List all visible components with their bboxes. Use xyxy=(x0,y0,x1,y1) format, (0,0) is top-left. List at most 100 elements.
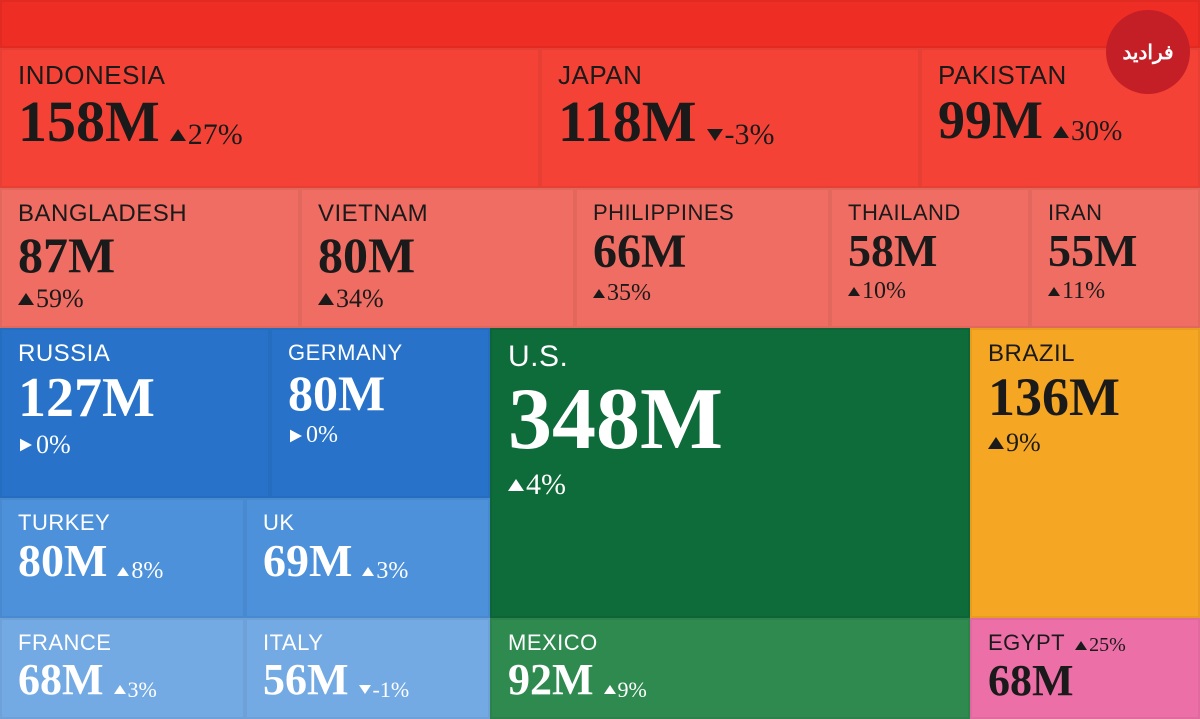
value-label: 58M xyxy=(848,228,1012,274)
cell-iran: IRAN55M 11% xyxy=(1030,188,1200,328)
cell-thailand: THAILAND58M 10% xyxy=(830,188,1030,328)
pct-text: -3% xyxy=(725,118,775,152)
population-treemap: INDONESIA158M27%JAPAN118M-3%PAKISTAN99M3… xyxy=(0,0,1200,719)
value-label: 127M xyxy=(18,370,252,426)
cell-italy: ITALY56M -1% xyxy=(245,618,490,719)
country-label: EGYPT xyxy=(988,630,1065,656)
pct-text: 27% xyxy=(188,118,243,152)
pct-text: 11% xyxy=(1062,278,1105,305)
pct-text: 0% xyxy=(36,430,71,460)
country-label: UK xyxy=(263,510,472,536)
value-label: 66M xyxy=(593,228,812,276)
up-arrow-icon xyxy=(362,567,374,576)
source-badge: فرادید xyxy=(1106,10,1190,94)
cell-mexico: MEXICO92M 9% xyxy=(490,618,970,719)
down-arrow-icon xyxy=(707,129,723,141)
change-label: 3% xyxy=(362,558,408,585)
up-arrow-icon xyxy=(114,685,126,694)
change-label: 10% xyxy=(848,278,906,305)
cell-us: U.S.348M 4% xyxy=(490,328,970,618)
change-label: 27% xyxy=(170,118,243,152)
country-label: JAPAN xyxy=(558,60,902,91)
pct-text: 10% xyxy=(862,278,906,305)
cell-bangladesh: BANGLADESH87M 59% xyxy=(0,188,300,328)
value-label: 69M xyxy=(263,538,352,584)
pct-text: 25% xyxy=(1089,634,1126,657)
up-arrow-icon xyxy=(117,567,129,576)
country-label: BRAZIL xyxy=(988,340,1182,368)
value-label: 92M xyxy=(508,658,594,702)
value-label: 55M xyxy=(1048,228,1182,274)
change-label: 9% xyxy=(988,428,1041,458)
down-arrow-icon xyxy=(359,685,371,694)
up-arrow-icon xyxy=(1075,641,1087,650)
country-label: IRAN xyxy=(1048,200,1182,226)
up-arrow-icon xyxy=(170,129,186,141)
change-label: 0% xyxy=(288,422,338,449)
cell-egypt: EGYPT 25%68M xyxy=(970,618,1200,719)
cell-philippines: PHILIPPINES66M35% xyxy=(575,188,830,328)
up-arrow-icon xyxy=(604,685,616,694)
value-label: 348M xyxy=(508,376,952,464)
value-label: 80M xyxy=(318,230,557,280)
change-label: 59% xyxy=(18,284,84,314)
flat-arrow-icon xyxy=(20,439,32,452)
pct-text: 4% xyxy=(526,468,566,502)
cell-brazil: BRAZIL136M 9% xyxy=(970,328,1200,618)
change-label: 0% xyxy=(18,430,71,460)
up-arrow-icon xyxy=(1053,126,1069,138)
value-label: 99M xyxy=(938,93,1043,147)
country-label: THAILAND xyxy=(848,200,1012,226)
pct-text: 9% xyxy=(618,677,647,703)
cell-topstrip xyxy=(0,0,1200,48)
country-label: FRANCE xyxy=(18,630,227,656)
up-arrow-icon xyxy=(318,293,334,305)
flat-arrow-icon xyxy=(290,429,302,442)
change-label: 35% xyxy=(593,280,651,307)
up-arrow-icon xyxy=(848,287,860,296)
cell-japan: JAPAN118M -3% xyxy=(540,48,920,188)
pct-text: 0% xyxy=(306,422,338,449)
up-arrow-icon xyxy=(18,293,34,305)
badge-text: فرادید xyxy=(1122,40,1173,65)
value-label: 136M xyxy=(988,370,1182,424)
value-label: 118M xyxy=(558,93,697,151)
cell-turkey: TURKEY80M 8% xyxy=(0,498,245,618)
value-label: 87M xyxy=(18,230,282,280)
change-label: 25% xyxy=(1075,634,1126,657)
up-arrow-icon xyxy=(988,437,1004,449)
pct-text: -1% xyxy=(373,677,410,703)
up-arrow-icon xyxy=(508,479,524,491)
pct-text: 59% xyxy=(36,284,84,314)
up-arrow-icon xyxy=(1048,287,1060,296)
country-label: MEXICO xyxy=(508,630,952,656)
country-label: BANGLADESH xyxy=(18,200,282,228)
change-label: 8% xyxy=(117,558,163,585)
change-label: 34% xyxy=(318,284,384,314)
value-label: 56M xyxy=(263,658,349,702)
value-label: 68M xyxy=(18,658,104,702)
value-label: 68M xyxy=(988,659,1182,703)
pct-text: 3% xyxy=(128,677,157,703)
pct-text: 35% xyxy=(607,280,651,307)
country-label: ITALY xyxy=(263,630,472,656)
cell-vietnam: VIETNAM80M 34% xyxy=(300,188,575,328)
country-label: U.S. xyxy=(508,340,952,374)
country-label: TURKEY xyxy=(18,510,227,536)
country-label: GERMANY xyxy=(288,340,472,366)
cell-uk: UK69M 3% xyxy=(245,498,490,618)
change-label: 4% xyxy=(508,468,566,502)
pct-text: 9% xyxy=(1006,428,1041,458)
country-label: VIETNAM xyxy=(318,200,557,228)
cell-france: FRANCE68M 3% xyxy=(0,618,245,719)
cell-indonesia: INDONESIA158M27% xyxy=(0,48,540,188)
value-label: 158M xyxy=(18,93,160,151)
cell-russia: RUSSIA127M 0% xyxy=(0,328,270,498)
change-label: 9% xyxy=(604,677,647,703)
pct-text: 3% xyxy=(376,558,408,585)
country-label: RUSSIA xyxy=(18,340,252,368)
change-label: 3% xyxy=(114,677,157,703)
value-label: 80M xyxy=(18,538,107,584)
value-label: 80M xyxy=(288,368,472,418)
pct-text: 30% xyxy=(1071,116,1122,148)
